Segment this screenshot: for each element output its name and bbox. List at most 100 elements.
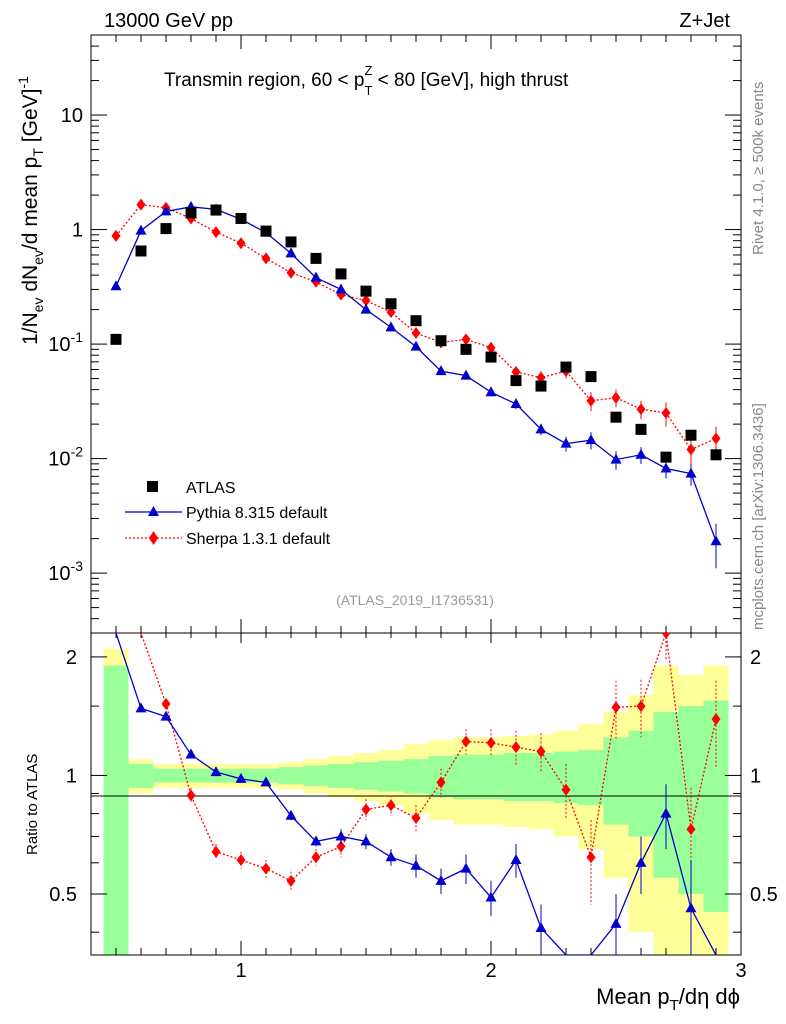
sherpa-ratio-point — [686, 823, 696, 836]
band-green-bin — [453, 754, 479, 800]
sherpa-ratio-point — [411, 811, 421, 824]
band-green-bin — [528, 753, 554, 802]
atlas-point — [285, 236, 297, 248]
y-tick-label-ratio-right: 0.5 — [750, 884, 778, 906]
atlas-point — [685, 429, 697, 441]
pythia-point — [685, 467, 697, 478]
atlas-point — [710, 449, 722, 461]
pythia-ratio-point — [635, 856, 647, 867]
pythia-point — [460, 369, 472, 380]
pythia-ratio-point — [235, 772, 247, 783]
atlas-point — [360, 285, 372, 297]
pythia-ratio-point — [510, 853, 522, 864]
pythia-ratio-point — [160, 710, 172, 721]
y-tick-label-ratio-right: 1 — [750, 765, 761, 787]
x-tick-label: 2 — [485, 960, 496, 982]
legend-sherpa-label: Sherpa 1.3.1 default — [186, 531, 331, 548]
pythia-point — [635, 448, 647, 459]
pythia-point — [710, 535, 722, 546]
legend: ATLAS Pythia 8.315 default Sherpa 1.3.1 … — [125, 480, 331, 548]
pythia-point — [385, 321, 397, 332]
band-green-bin — [328, 763, 354, 788]
pythia-ratio-point — [285, 809, 297, 820]
sherpa-point — [361, 294, 371, 307]
plot-title: Transmin region, 60 < pTZ < 80 [GeV], hi… — [164, 63, 569, 98]
atlas-point — [160, 223, 172, 235]
pythia-ratio-point — [460, 862, 472, 873]
pythia-point — [560, 437, 572, 448]
legend-pythia-marker — [148, 506, 159, 516]
sherpa-ratio-point — [511, 741, 521, 754]
sherpa-ratio-point — [536, 745, 546, 758]
sherpa-point — [486, 341, 496, 354]
band-green-bin — [628, 730, 654, 837]
pythia-point — [160, 205, 172, 216]
title-part-1: Transmin region, 60 < p — [164, 70, 364, 91]
mcplots-label: mcplots.cern.ch [arXiv:1306.3436] — [750, 403, 767, 630]
legend-atlas-label: ATLAS — [186, 480, 236, 497]
pythia-ratio-point — [210, 766, 222, 777]
y-tick-label-main: 10-2 — [48, 444, 83, 471]
sherpa-ratio-point — [386, 799, 396, 812]
band-green-bin — [603, 737, 629, 825]
sherpa-point — [611, 391, 621, 404]
sherpa-point — [286, 266, 296, 279]
sherpa-point — [211, 226, 221, 239]
pythia-ratio-point — [435, 874, 447, 885]
y-tick-label-main: 10 — [61, 105, 83, 127]
atlas-point — [110, 333, 122, 345]
sherpa-ratio-point — [561, 783, 571, 796]
sherpa-point — [136, 198, 146, 211]
atlas-point — [485, 351, 497, 363]
pythia-ratio-point — [185, 748, 197, 759]
pythia-point — [585, 434, 597, 445]
pythia-point — [435, 365, 447, 376]
sherpa-point — [411, 326, 421, 339]
title-superscript: Z — [364, 63, 372, 78]
atlas-point — [260, 225, 272, 237]
energy-label: 13000 GeV pp — [104, 10, 233, 32]
atlas-point — [535, 380, 547, 392]
atlas-point — [460, 343, 472, 355]
sherpa-ratio-point — [361, 803, 371, 816]
pythia-ratio-point — [385, 851, 397, 862]
pythia-ratio-point — [610, 917, 622, 928]
sherpa-ratio-point — [336, 840, 346, 853]
sherpa-ratio-point — [211, 845, 221, 858]
band-green-bin — [353, 762, 379, 790]
sherpa-ratio-point — [461, 735, 471, 748]
atlas-point — [585, 371, 597, 383]
x-tick-label: 3 — [735, 960, 746, 982]
pythia-point — [360, 303, 372, 314]
atlas-point — [635, 423, 647, 435]
sherpa-ratio-point — [711, 713, 721, 726]
ratio-uncertainty-bands — [103, 648, 729, 955]
atlas-point — [510, 375, 522, 387]
sherpa-ratio-point — [236, 853, 246, 866]
band-green-bin — [703, 700, 729, 913]
band-green-bin — [278, 767, 304, 785]
pythia-point — [110, 280, 122, 291]
sherpa-point — [636, 403, 646, 416]
atlas-point — [385, 298, 397, 310]
atlas-point — [610, 411, 622, 423]
atlas-point — [235, 212, 247, 224]
band-green-bin — [128, 763, 154, 788]
band-green-bin — [178, 768, 204, 783]
sherpa-ratio-point — [661, 633, 671, 639]
analysis-id: (ATLAS_2019_I1736531) — [336, 592, 494, 608]
pythia-point — [335, 283, 347, 294]
axis-ticks: 1 2 3 10-3 10-2 10-1 1 10 0.5 0.5 1 1 2 2 — [48, 34, 778, 982]
sherpa-point — [586, 394, 596, 407]
pythia-point — [660, 462, 672, 473]
sherpa-ratio-point — [186, 789, 196, 802]
legend-sherpa-marker — [149, 531, 158, 545]
sherpa-ratio-point — [586, 851, 596, 864]
sherpa-ratio-point — [286, 874, 296, 887]
pythia-ratio-point — [685, 902, 697, 913]
title-subscript: T — [364, 83, 372, 98]
atlas-point — [185, 207, 197, 219]
band-green-bin — [378, 760, 404, 792]
sherpa-ratio-point — [436, 776, 446, 789]
atlas-point — [410, 315, 422, 327]
